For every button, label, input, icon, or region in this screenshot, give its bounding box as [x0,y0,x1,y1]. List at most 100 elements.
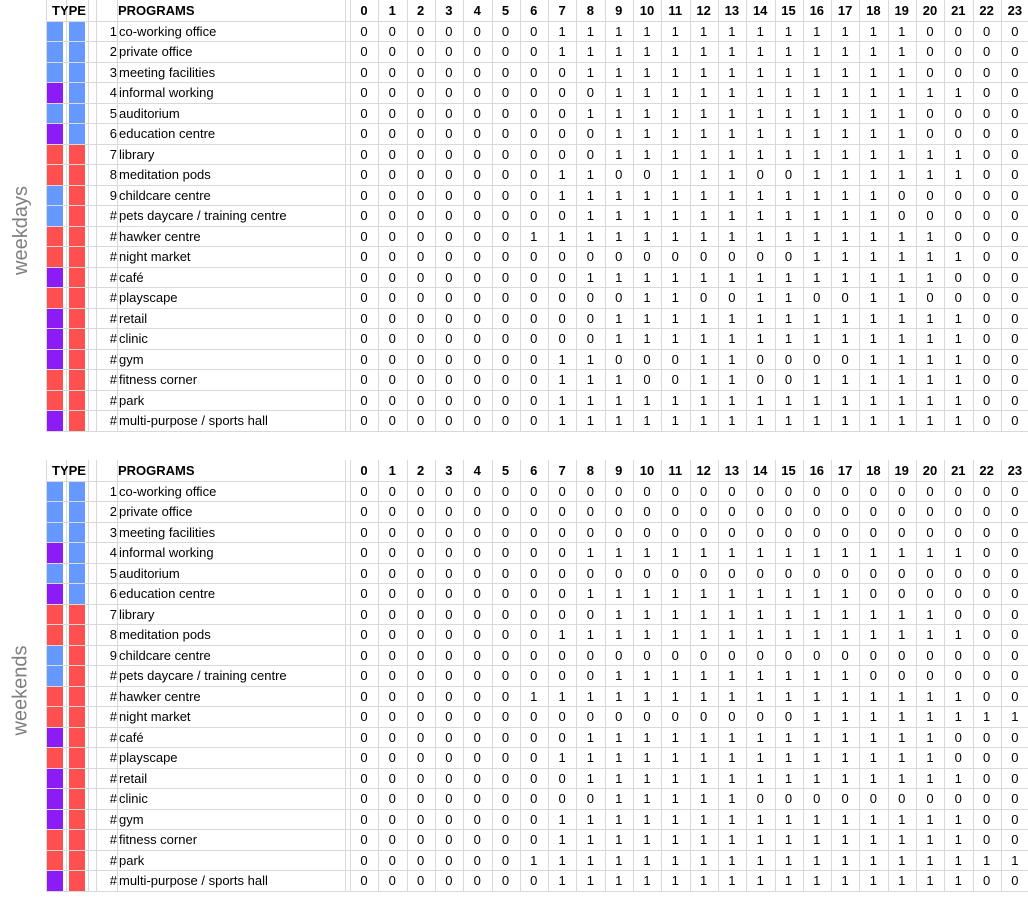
hour-value[interactable]: 0 [388,249,396,264]
hour-value[interactable]: 1 [728,228,736,244]
hour-value[interactable]: 1 [728,269,736,285]
hour-value[interactable]: 1 [699,811,708,827]
hour-value[interactable]: 0 [388,167,396,182]
program-name[interactable]: multi-purpose / sports hall [119,873,268,888]
hour-value[interactable]: 1 [558,392,566,408]
hour-value[interactable]: 0 [982,146,991,162]
hour-value[interactable]: 1 [699,126,708,141]
hour-value[interactable]: 1 [813,105,821,121]
hour-value[interactable]: 0 [869,791,877,806]
hour-value[interactable]: 0 [473,545,481,560]
hour-value[interactable]: 0 [926,586,934,601]
hour-value[interactable]: 1 [728,126,736,141]
hour-value[interactable]: 0 [982,249,991,264]
program-row[interactable]: # hawker centre 0 0 0 0 0 0 1 1 1 1 1 1 1 1 1 1 1 1 1 1 1 0 0 0 [0,225,1028,246]
program-name[interactable]: hawker centre [119,228,201,244]
program-name[interactable]: education centre [119,586,216,601]
hour-value[interactable]: 1 [813,23,821,39]
hour-value[interactable]: 0 [643,372,651,387]
hour-value[interactable]: 0 [728,524,736,540]
hour-value[interactable]: 0 [473,606,481,622]
hour-value[interactable]: 0 [954,586,962,601]
hour-value[interactable]: 0 [643,647,651,663]
hour-value[interactable]: 0 [360,832,368,847]
hour-value[interactable]: 1 [615,586,623,601]
hour-value[interactable]: 1 [926,852,934,868]
hour-value[interactable]: 1 [728,811,736,827]
hour-value[interactable]: 0 [360,167,368,182]
hour-value[interactable]: 0 [473,873,481,888]
hour-value[interactable]: 1 [643,791,651,806]
hour-value[interactable]: 0 [530,372,538,387]
hour-value[interactable]: 1 [813,688,821,704]
hour-value[interactable]: 1 [898,627,906,642]
hour-value[interactable]: 1 [926,269,934,285]
hour-value[interactable]: 0 [1011,668,1019,683]
hour-value[interactable]: 1 [671,852,679,868]
hour-value[interactable]: 1 [756,811,764,827]
hour-value[interactable]: 1 [926,331,934,346]
hour-value[interactable]: 0 [360,627,368,642]
hour-value[interactable]: 1 [530,852,538,868]
hour-value[interactable]: 1 [643,44,651,59]
hour-value[interactable]: 0 [501,504,510,519]
hour-value[interactable]: 0 [473,44,481,59]
hour-value[interactable]: 0 [699,290,708,305]
hour-value[interactable]: 1 [643,392,651,408]
hour-value[interactable]: 0 [501,565,510,581]
hour-value[interactable]: 1 [671,606,679,622]
hour-value[interactable]: 0 [982,126,991,141]
hour-value[interactable]: 1 [898,545,906,560]
hour-value[interactable]: 1 [926,729,934,745]
hour-value[interactable]: 1 [756,269,764,285]
hour-value[interactable]: 0 [898,668,906,683]
hour-value[interactable]: 0 [898,524,906,540]
hour-value[interactable]: 1 [898,413,906,428]
hour-value[interactable]: 0 [1011,290,1019,305]
hour-value[interactable]: 0 [501,791,510,806]
hour-value[interactable]: 1 [643,627,651,642]
hour-value[interactable]: 1 [671,85,679,100]
hour-value[interactable]: 0 [1011,392,1019,408]
hour-value[interactable]: 0 [416,64,425,80]
hour-value[interactable]: 0 [530,586,538,601]
hour-value[interactable]: 1 [869,627,877,642]
hour-value[interactable]: 1 [841,64,849,80]
hour-value[interactable]: 0 [473,524,481,540]
hour-value[interactable]: 0 [643,524,651,540]
hour-value[interactable]: 0 [530,606,538,622]
hour-value[interactable]: 1 [869,126,877,141]
hour-value[interactable]: 0 [501,606,510,622]
hour-value[interactable]: 0 [445,832,453,847]
hour-value[interactable]: 0 [445,310,453,326]
hour-value[interactable]: 1 [728,372,736,387]
hour-value[interactable]: 1 [954,545,962,560]
hour-value[interactable]: 0 [416,208,425,223]
hour-value[interactable]: 1 [926,750,934,765]
program-name[interactable]: library [119,146,155,162]
hour-value[interactable]: 1 [671,23,679,39]
hour-value[interactable]: 1 [869,105,877,121]
hour-value[interactable]: 1 [869,811,877,827]
program-name[interactable]: auditorium [119,105,180,121]
hour-value[interactable]: 1 [586,167,594,182]
hour-value[interactable]: 0 [756,483,764,499]
hour-value[interactable]: 0 [530,873,538,888]
hour-value[interactable]: 1 [643,586,651,601]
hour-value[interactable]: 1 [615,791,623,806]
hour-value[interactable]: 1 [586,64,594,80]
hour-value[interactable]: 0 [841,647,849,663]
hour-value[interactable]: 1 [699,208,708,223]
hour-value[interactable]: 0 [416,126,425,141]
hour-value[interactable]: 0 [1011,85,1019,100]
hour-value[interactable]: 0 [501,524,510,540]
hour-value[interactable]: 1 [558,873,566,888]
hour-value[interactable]: 0 [954,729,962,745]
hour-value[interactable]: 1 [756,852,764,868]
hour-value[interactable]: 1 [530,228,538,244]
hour-value[interactable]: 0 [586,524,594,540]
hour-value[interactable]: 1 [671,146,679,162]
hour-value[interactable]: 0 [869,586,877,601]
hour-value[interactable]: 0 [784,565,793,581]
hour-value[interactable]: 0 [445,647,453,663]
